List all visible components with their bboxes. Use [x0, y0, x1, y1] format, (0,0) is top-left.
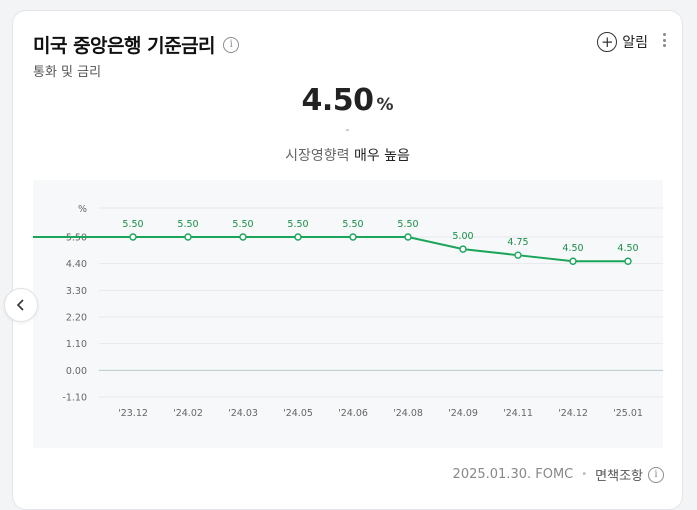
- x-tick-label: '23.12: [118, 408, 148, 419]
- chevron-left-icon: [16, 299, 24, 311]
- data-point: [294, 233, 302, 241]
- disclaimer-link[interactable]: 면책조항 i: [595, 465, 664, 484]
- x-tick-label: '24.06: [338, 408, 368, 419]
- rate-unit: %: [376, 95, 394, 115]
- data-label: 5.50: [397, 219, 418, 230]
- more-options-icon[interactable]: [660, 31, 668, 49]
- card-title: 미국 중앙은행 기준금리 i: [33, 31, 240, 58]
- disclaimer-label: 면책조항: [595, 469, 643, 484]
- x-tick-label: '24.08: [393, 408, 423, 419]
- info-icon[interactable]: i: [223, 36, 240, 53]
- rate-chart: % 5.50 4.40 3.30 2.20 1.10 0.00 -1.10 '23.12 '24.…: [33, 180, 663, 448]
- data-label: 4.50: [562, 243, 583, 254]
- series-line: [33, 236, 628, 263]
- data-point: [239, 233, 247, 241]
- category-subtitle: 통화 및 금리: [33, 65, 102, 80]
- data-point: [514, 251, 522, 259]
- y-tick-label: 0.00: [66, 366, 87, 377]
- data-label: 4.50: [617, 243, 638, 254]
- y-tick-label: -1.10: [62, 393, 87, 404]
- y-axis-unit-label: %: [78, 204, 87, 215]
- line-chart-svg: % 5.50 4.40 3.30 2.20 1.10 0.00 -1.10 '23.12 '24.…: [33, 204, 663, 419]
- data-point: [129, 233, 137, 241]
- data-label: 5.50: [177, 219, 198, 230]
- x-tick-label: '25.01: [613, 408, 643, 419]
- data-label: 5.50: [287, 219, 308, 230]
- separator-dot: •: [581, 469, 588, 480]
- impact-label: 시장영향력: [285, 148, 350, 164]
- x-tick-label: '24.11: [503, 408, 533, 419]
- data-point: [569, 257, 577, 265]
- x-tick-label: '24.03: [228, 408, 258, 419]
- y-tick-label: 1.10: [66, 339, 87, 350]
- y-tick-label: 3.30: [66, 286, 87, 297]
- data-point: [349, 233, 357, 241]
- data-label: 5.50: [232, 219, 253, 230]
- data-label: 4.75: [507, 237, 528, 248]
- data-label: 5.00: [452, 231, 473, 242]
- x-tick-label: '24.09: [448, 408, 478, 419]
- x-tick-label: '24.12: [558, 408, 588, 419]
- card-footer: 2025.01.30. FOMC • 면책조항 i: [453, 465, 664, 484]
- page-title: 미국 중앙은행 기준금리: [33, 35, 216, 57]
- data-point: [624, 257, 632, 265]
- data-point: [404, 233, 412, 241]
- plus-icon: +: [597, 32, 618, 52]
- data-label: 5.50: [122, 219, 143, 230]
- data-point: [184, 233, 192, 241]
- data-point: [459, 245, 467, 253]
- alarm-button[interactable]: + 알림: [597, 32, 648, 52]
- y-tick-label: 4.40: [66, 259, 87, 270]
- source-text: 2025.01.30. FOMC: [452, 467, 574, 482]
- disclaimer-info-icon: i: [648, 466, 664, 483]
- rate-value: 4.50: [301, 83, 374, 118]
- alarm-label: 알림: [622, 35, 648, 51]
- previous-arrow-button[interactable]: [4, 288, 38, 322]
- impact-value: 매우 높음: [353, 148, 410, 164]
- x-tick-label: '24.05: [283, 408, 313, 419]
- rate-card: 미국 중앙은행 기준금리 i 통화 및 금리 + 알림 4.50% - 시장영향…: [12, 10, 683, 510]
- x-tick-label: '24.02: [173, 408, 203, 419]
- market-impact: 시장영향력 매우 높음: [13, 145, 682, 165]
- current-rate: 4.50%: [13, 83, 682, 118]
- y-tick-label: 2.20: [66, 313, 87, 324]
- rate-change: -: [345, 123, 350, 136]
- data-label: 5.50: [342, 219, 363, 230]
